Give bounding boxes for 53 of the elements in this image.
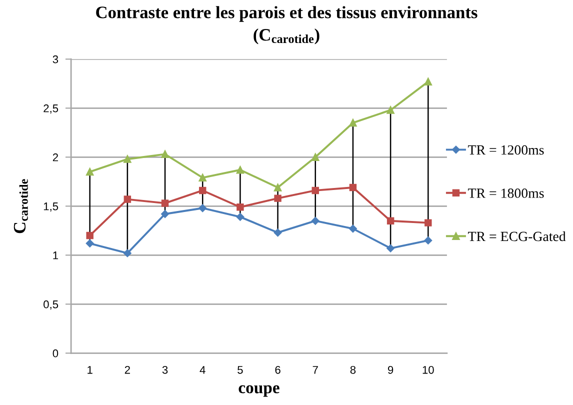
x-axis-title: coupe: [238, 385, 280, 397]
x-tick-label: 4: [200, 366, 206, 374]
point: [198, 204, 207, 212]
x-tick-label: 9: [388, 366, 394, 374]
point: [274, 228, 282, 237]
point: [386, 106, 394, 114]
y-tick-label: 2: [52, 153, 58, 162]
point: [161, 210, 169, 218]
point: [349, 184, 357, 192]
point: [161, 200, 169, 207]
point: [349, 224, 357, 233]
y-tick-label: 2,5: [44, 104, 58, 114]
x-tick-label: 5: [238, 366, 243, 374]
chart-title: Contraste entre les parois et des tissus environnants (C$_{carotide}$): [96, 6, 478, 44]
y-tick-label: 0: [52, 349, 58, 358]
x-tick-label: 6: [275, 366, 280, 374]
point: [424, 78, 432, 86]
point: [124, 249, 132, 258]
x-tick-label: 1: [88, 366, 92, 374]
y-axis-title: C$_{carotide}$: [14, 179, 28, 234]
point: [124, 196, 132, 203]
point: [386, 244, 394, 252]
point: [312, 153, 320, 161]
legend-label: TR = 1200ms: [468, 145, 544, 155]
point: [349, 119, 357, 127]
x-tick-label: 10: [422, 366, 434, 374]
legend-label: TR = ECG-Gated: [468, 231, 566, 242]
x-tick-label: 2: [124, 366, 130, 374]
y-tick-label: 1,5: [44, 202, 58, 212]
point: [424, 236, 432, 244]
point: [386, 217, 394, 224]
point: [86, 239, 94, 248]
point: [424, 219, 432, 226]
point: [274, 194, 282, 202]
x-tick-label: 7: [312, 366, 318, 374]
point: [86, 168, 94, 176]
x-tick-label: 8: [350, 366, 356, 374]
point: [236, 204, 244, 211]
point: [236, 166, 244, 174]
point: [236, 212, 244, 221]
point: [124, 155, 132, 163]
point: [312, 186, 319, 194]
point: [198, 174, 206, 182]
y-tick-label: 3: [52, 55, 58, 64]
y-tick-label: 0,5: [44, 300, 58, 310]
y-tick-label: 1: [53, 252, 58, 260]
legend-label: TR = 1800ms: [468, 188, 544, 198]
point: [274, 184, 282, 192]
point: [86, 232, 94, 240]
point: [199, 186, 206, 194]
point: [161, 150, 169, 158]
x-tick-label: 3: [162, 366, 168, 374]
point: [311, 216, 320, 225]
